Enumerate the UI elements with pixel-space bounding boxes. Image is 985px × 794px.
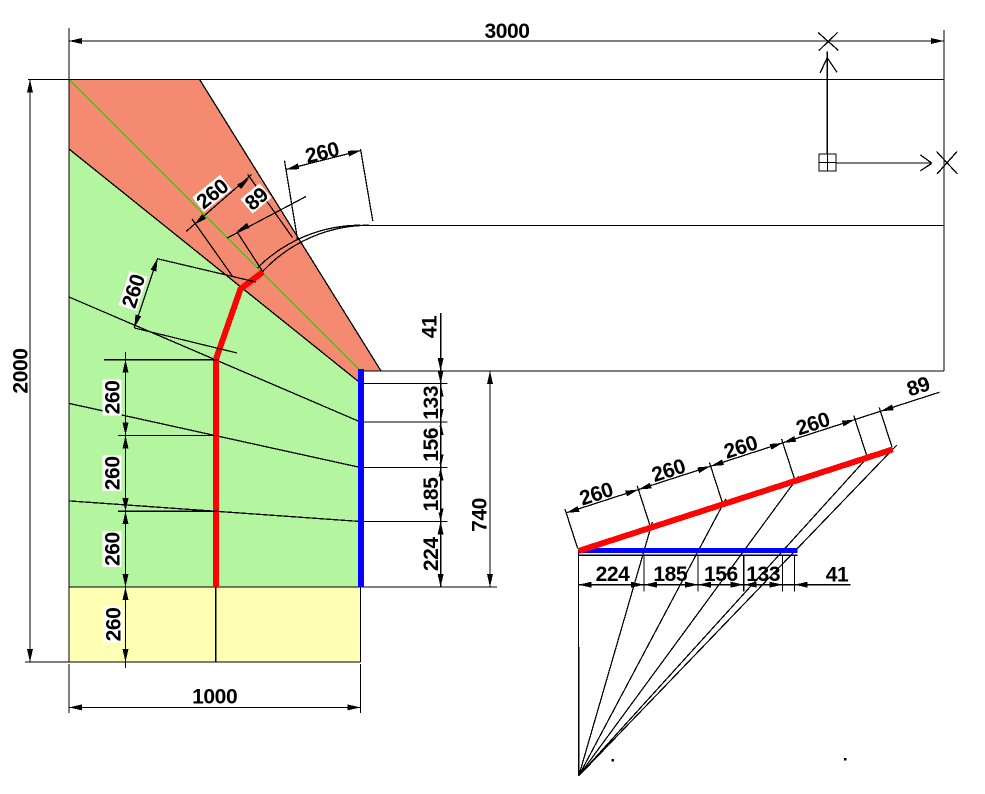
svg-text:1000: 1000 <box>192 685 237 708</box>
svg-text:740: 740 <box>469 498 492 532</box>
svg-text:224: 224 <box>596 563 631 586</box>
svg-text:260: 260 <box>102 381 125 415</box>
svg-text:133: 133 <box>746 563 780 586</box>
svg-text:260: 260 <box>102 456 125 490</box>
svg-text:260: 260 <box>102 532 125 566</box>
svg-text:133: 133 <box>420 386 443 420</box>
svg-text:41: 41 <box>419 315 442 338</box>
svg-text:185: 185 <box>420 477 443 512</box>
svg-text:260: 260 <box>103 608 126 642</box>
svg-text:156: 156 <box>420 428 443 462</box>
svg-text:224: 224 <box>420 537 443 572</box>
svg-text:156: 156 <box>704 563 738 586</box>
svg-text:185: 185 <box>653 563 688 586</box>
svg-text:3000: 3000 <box>484 20 529 43</box>
svg-text:2000: 2000 <box>10 348 33 393</box>
svg-text:41: 41 <box>826 564 849 587</box>
